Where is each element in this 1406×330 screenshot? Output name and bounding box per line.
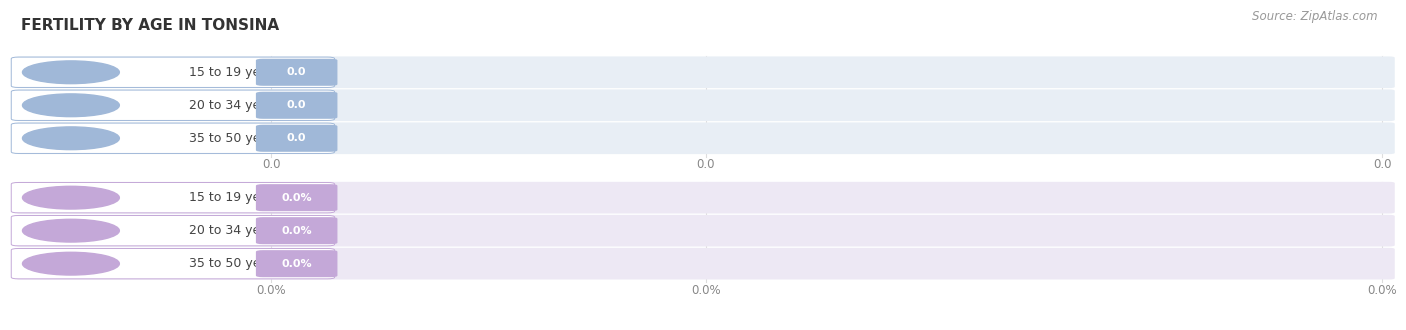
- Text: 0.0: 0.0: [287, 67, 307, 77]
- FancyBboxPatch shape: [15, 89, 1395, 121]
- Text: 35 to 50 years: 35 to 50 years: [190, 132, 280, 145]
- Text: 0.0: 0.0: [696, 158, 716, 171]
- FancyBboxPatch shape: [256, 59, 337, 86]
- FancyBboxPatch shape: [11, 123, 335, 153]
- Circle shape: [22, 219, 120, 242]
- Text: 0.0%: 0.0%: [1367, 284, 1398, 297]
- Circle shape: [22, 252, 120, 275]
- FancyBboxPatch shape: [11, 90, 335, 120]
- FancyBboxPatch shape: [15, 182, 1395, 214]
- Circle shape: [22, 127, 120, 149]
- Circle shape: [22, 94, 120, 116]
- FancyBboxPatch shape: [256, 250, 337, 277]
- FancyBboxPatch shape: [11, 57, 335, 87]
- FancyBboxPatch shape: [11, 215, 335, 246]
- Text: 0.0%: 0.0%: [281, 193, 312, 203]
- FancyBboxPatch shape: [15, 248, 1395, 280]
- FancyBboxPatch shape: [256, 184, 337, 211]
- FancyBboxPatch shape: [15, 56, 1395, 88]
- Text: 15 to 19 years: 15 to 19 years: [190, 66, 280, 79]
- FancyBboxPatch shape: [11, 182, 335, 213]
- Text: 35 to 50 years: 35 to 50 years: [190, 257, 280, 270]
- FancyBboxPatch shape: [11, 248, 335, 279]
- Text: 15 to 19 years: 15 to 19 years: [190, 191, 280, 204]
- Text: 0.0%: 0.0%: [281, 259, 312, 269]
- Text: 0.0: 0.0: [287, 133, 307, 143]
- Text: 0.0%: 0.0%: [281, 226, 312, 236]
- FancyBboxPatch shape: [256, 92, 337, 119]
- Text: 0.0: 0.0: [262, 158, 281, 171]
- FancyBboxPatch shape: [256, 125, 337, 152]
- Text: FERTILITY BY AGE IN TONSINA: FERTILITY BY AGE IN TONSINA: [21, 18, 280, 33]
- FancyBboxPatch shape: [15, 122, 1395, 154]
- Text: 20 to 34 years: 20 to 34 years: [190, 99, 280, 112]
- Text: 0.0%: 0.0%: [690, 284, 721, 297]
- Text: 0.0: 0.0: [287, 100, 307, 110]
- Circle shape: [22, 61, 120, 83]
- Text: Source: ZipAtlas.com: Source: ZipAtlas.com: [1253, 10, 1378, 23]
- Text: 20 to 34 years: 20 to 34 years: [190, 224, 280, 237]
- Text: 0.0%: 0.0%: [256, 284, 287, 297]
- Text: 0.0: 0.0: [1372, 158, 1392, 171]
- FancyBboxPatch shape: [256, 217, 337, 244]
- Circle shape: [22, 186, 120, 209]
- FancyBboxPatch shape: [15, 215, 1395, 247]
